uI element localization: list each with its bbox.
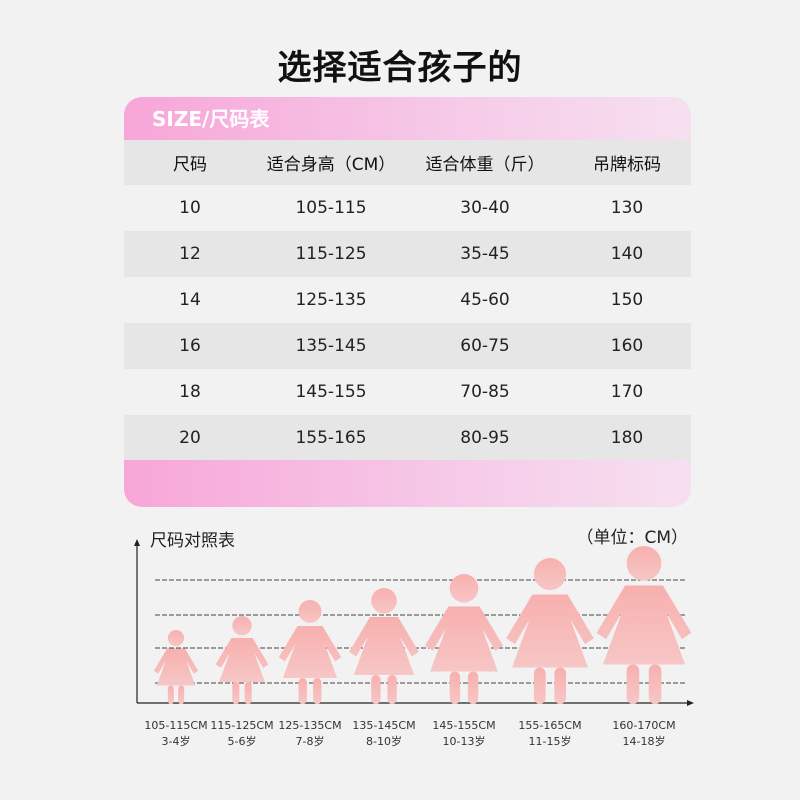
table-cell: 30-40 [460,198,510,218]
table-heading: SIZE/尺码表 [124,97,691,140]
height-range: 155-165CM [518,719,582,732]
age-range: 5-6岁 [227,735,257,748]
table-row: 10 105-115 30-40 130 [124,185,691,231]
height-range: 105-115CM [144,719,208,732]
column-header: 吊牌标码 [593,155,661,175]
table-cell: 125-135 [295,290,367,310]
table-cell: 70-85 [460,382,510,402]
height-range: 115-125CM [210,719,274,732]
age-range: 10-13岁 [442,735,486,748]
table-cell: 150 [610,290,644,310]
age-range: 3-4岁 [161,735,191,748]
table-cell: 145-155 [295,382,367,402]
girl-figure-icon [349,588,419,704]
girl-figure-icon [506,558,594,704]
table-cell: 12 [179,244,201,264]
table-cell: 155-165 [295,428,367,448]
table-cell: 80-95 [460,428,510,448]
figure-label: 145-155CM 10-13岁 [419,718,509,750]
figure-label: 155-165CM 11-15岁 [505,718,595,750]
unit-label: （单位：CM） [576,528,688,548]
figure-label: 135-145CM 8-10岁 [339,718,429,750]
table-cell: 180 [610,428,644,448]
table-cell: 105-115 [295,198,367,218]
size-table: SIZE/尺码表 尺码 适合身高（CM） 适合体重（斤） 吊牌标码 10 105-… [124,97,691,507]
girl-figure-icon [596,546,692,704]
girl-figure-icon [153,630,199,704]
column-header: 尺码 [173,155,207,175]
table-row: 14 125-135 45-60 150 [124,277,691,323]
table-cell: 130 [610,198,644,218]
girl-figure-icon [215,616,269,704]
column-header: 适合体重（斤） [425,155,545,175]
table-cell: 60-75 [460,336,510,356]
figure-label: 125-135CM 7-8岁 [265,718,355,750]
table-cell: 14 [179,290,201,310]
y-axis-arrow-icon [134,539,140,546]
figure-label: 105-115CM 3-4岁 [131,718,221,750]
table-row: 18 145-155 70-85 170 [124,369,691,415]
height-range: 125-135CM [278,719,342,732]
height-range: 145-155CM [432,719,496,732]
table-cell: 16 [179,336,201,356]
table-cell: 45-60 [460,290,510,310]
table-row: 20 155-165 80-95 180 [124,415,691,461]
girl-figure-icon [278,600,342,704]
table-cell: 18 [179,382,201,402]
age-range: 11-15岁 [528,735,572,748]
table-cell: 135-145 [295,336,367,356]
table-cell: 170 [610,382,644,402]
figure-label: 160-170CM 14-18岁 [599,718,689,750]
chart-title: 尺码对照表 [150,531,235,551]
table-cell: 115-125 [295,244,367,264]
table-row: 12 115-125 35-45 140 [124,231,691,277]
age-range: 8-10岁 [366,735,402,748]
table-header-row: 尺码 适合身高（CM） 适合体重（斤） 吊牌标码 [124,140,691,185]
x-axis-arrow-icon [687,700,694,706]
girl-figure-icon [425,574,503,704]
table-cell: 35-45 [460,244,510,264]
table-cell: 10 [179,198,201,218]
age-range: 14-18岁 [622,735,666,748]
table-cell: 20 [179,428,201,448]
height-range: 160-170CM [612,719,676,732]
column-header: 适合身高（CM） [266,155,396,175]
table-cell: 140 [610,244,644,264]
table-footer-bar [124,460,691,507]
age-range: 7-8岁 [295,735,325,748]
height-range: 135-145CM [352,719,416,732]
table-cell: 160 [610,336,644,356]
page-title: 选择适合孩子的 [277,48,523,88]
table-row: 16 135-145 60-75 160 [124,323,691,369]
figure-label: 115-125CM 5-6岁 [197,718,287,750]
